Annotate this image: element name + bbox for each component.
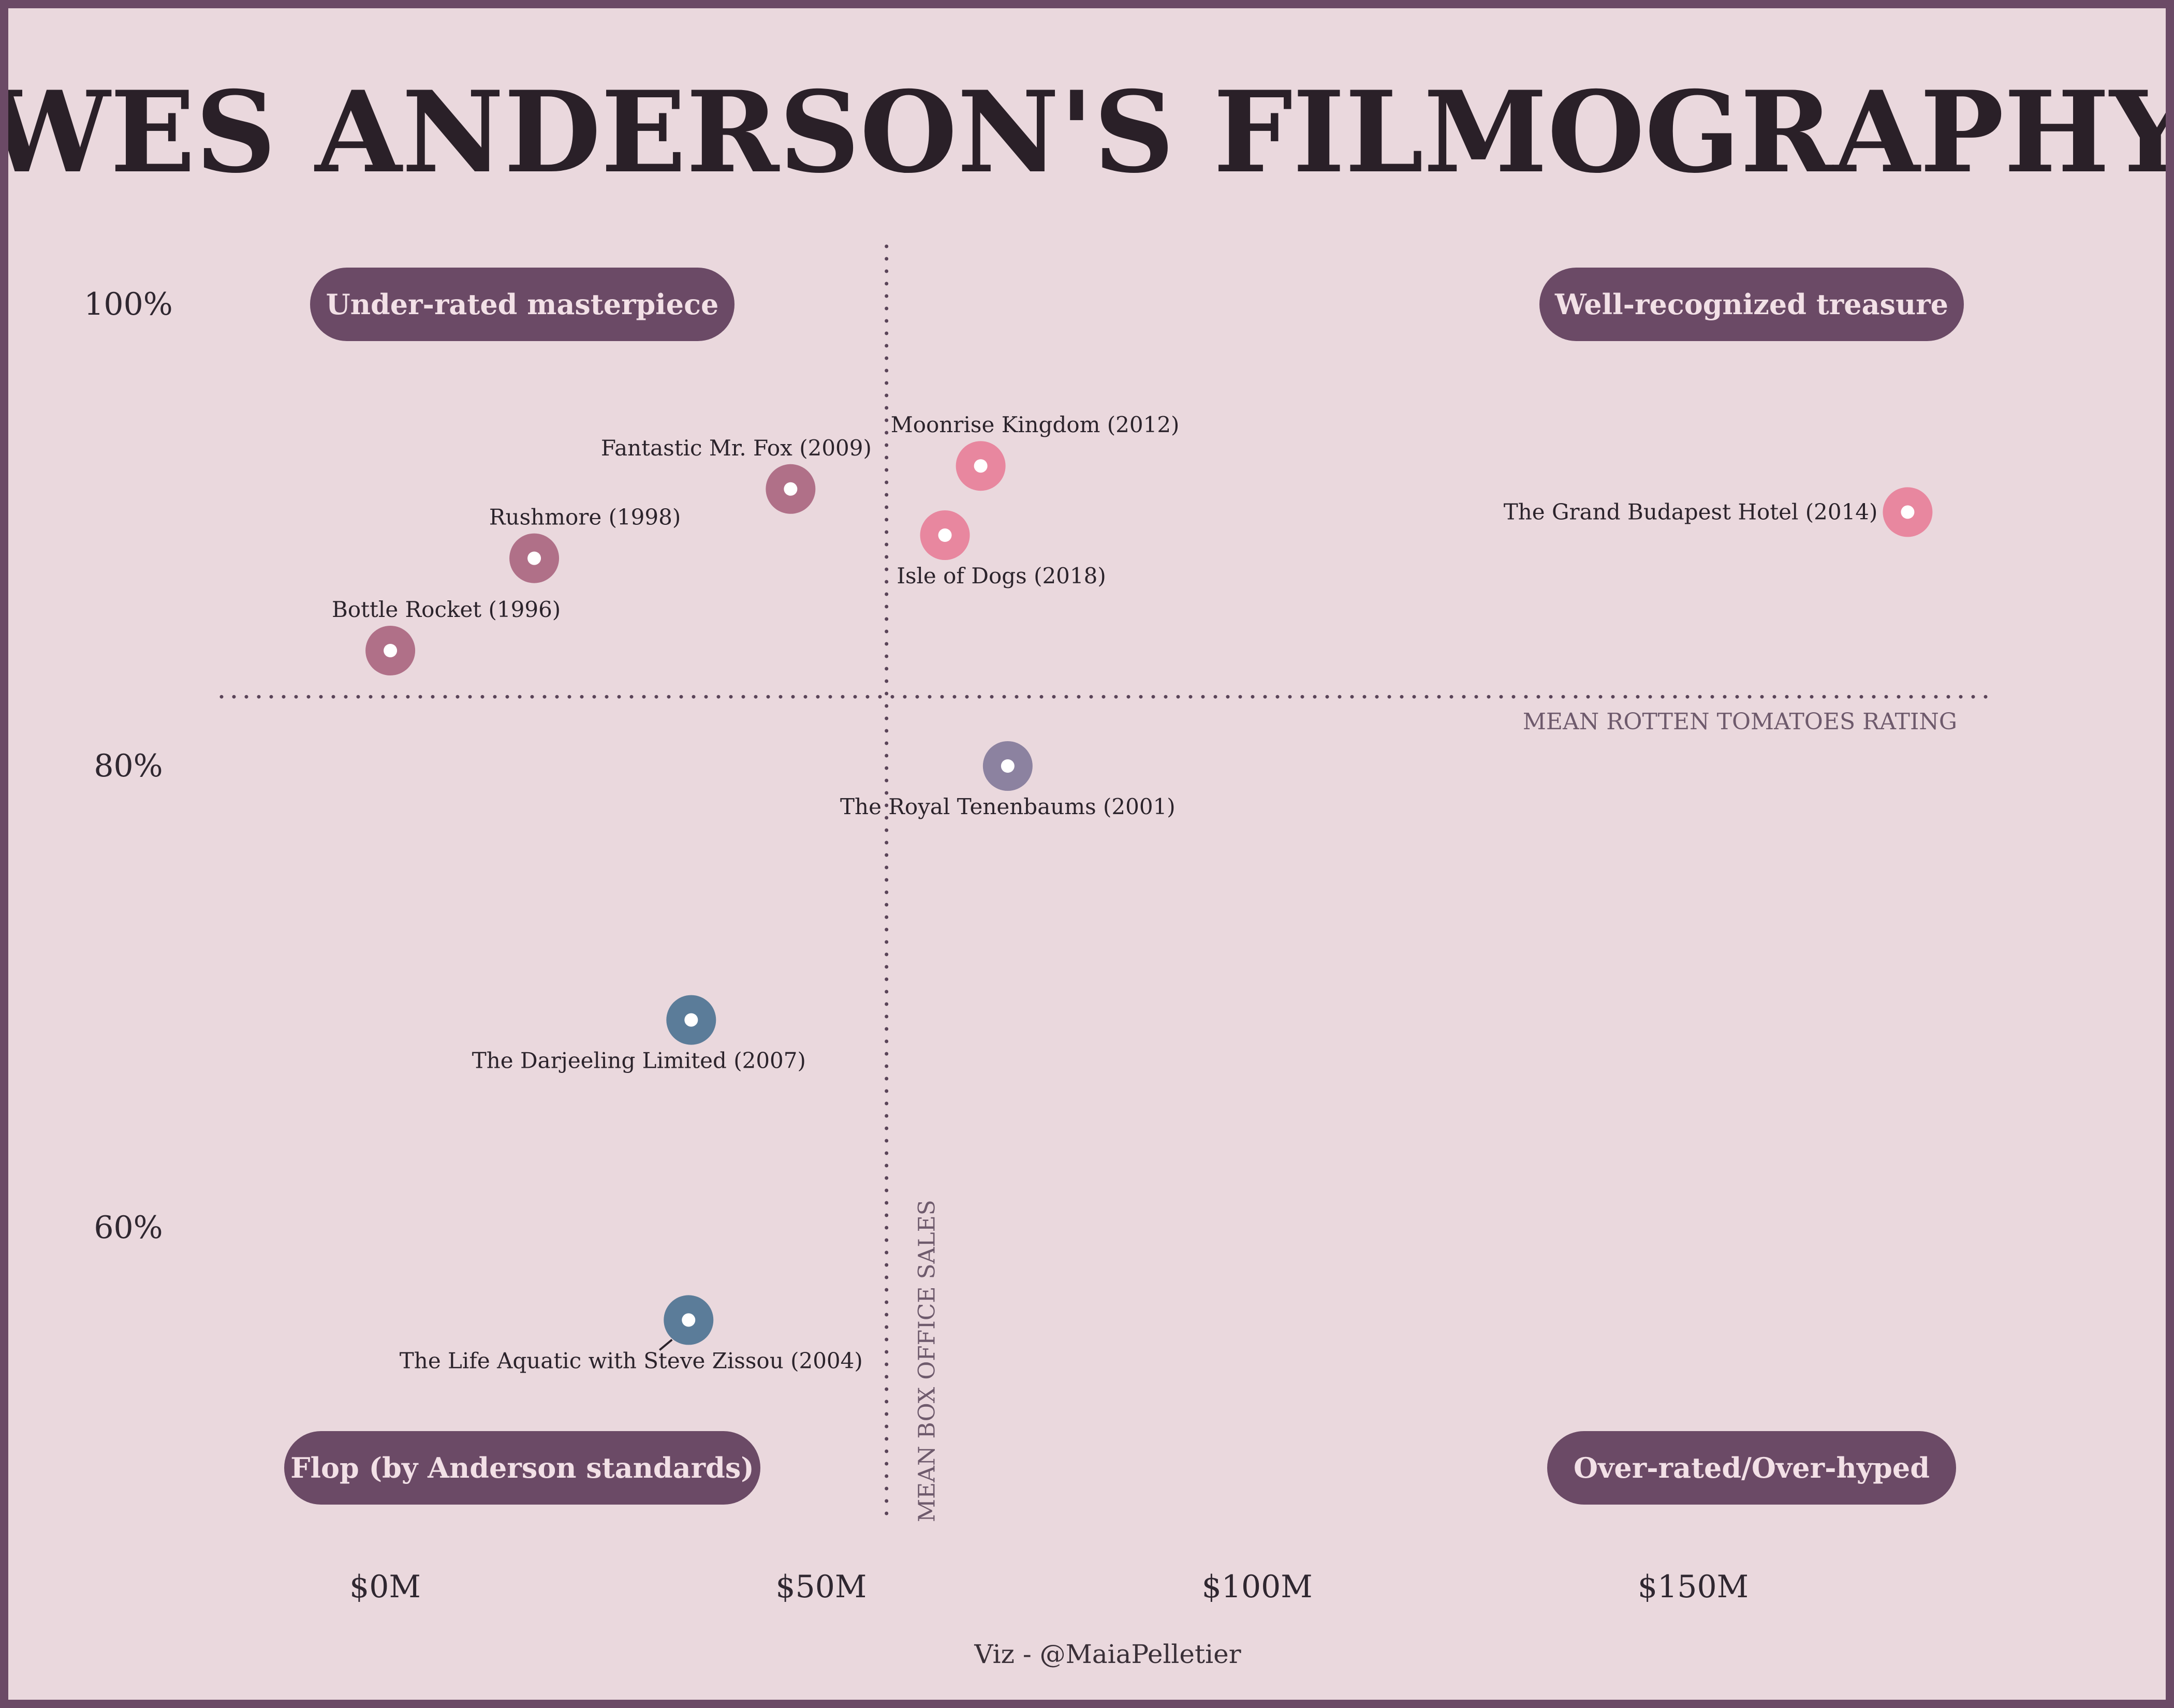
film-point-group: The Life Aquatic with Steve Zissou (2004… — [400, 1295, 863, 1373]
film-point-center — [527, 551, 541, 565]
film-point-group: Bottle Rocket (1996) — [332, 597, 561, 675]
chart-frame: WES ANDERSON'S FILMOGRAPHY MEAN ROTTEN T… — [8, 8, 2166, 1700]
film-point-group: The Grand Budapest Hotel (2014) — [1504, 487, 1933, 537]
film-point-center — [1901, 505, 1915, 519]
x-tick-label: $0M — [349, 1569, 421, 1605]
y-tick-label: 80% — [94, 748, 163, 784]
x-tick-label: $150M — [1638, 1569, 1749, 1605]
film-point-center — [784, 482, 798, 496]
y-axis-ticks: 60% 80% 100% — [84, 286, 173, 1246]
film-label-leader — [658, 1338, 673, 1351]
quadrant-pill — [1539, 268, 1964, 341]
x-tick-label: $50M — [775, 1569, 866, 1605]
quadrant-label: Under-rated masterpiece — [326, 288, 719, 321]
credit-text: Viz - @MaiaPelletier — [974, 1639, 1241, 1669]
film-point-group: Fantastic Mr. Fox (2009) — [601, 435, 872, 514]
data-points: Bottle Rocket (1996) Rushmore (1998) The R… — [332, 412, 1933, 1373]
y-tick-label: 100% — [84, 286, 173, 322]
film-label: The Darjeeling Limited (2007) — [472, 1048, 806, 1073]
quadrant-pill — [310, 268, 735, 341]
film-point-group: Isle of Dogs (2018) — [897, 510, 1106, 588]
quadrant-pill — [1547, 1431, 1956, 1505]
film-point-group: The Darjeeling Limited (2007) — [472, 995, 806, 1073]
scatter-chart: WES ANDERSON'S FILMOGRAPHY MEAN ROTTEN T… — [8, 66, 2166, 1669]
quadrant-top-right: Well-recognized treasure — [1539, 268, 1964, 341]
film-point-center — [684, 1013, 698, 1027]
quadrant-labels: Under-rated masterpiece Well-recognized t… — [284, 268, 1964, 1505]
film-label: Moonrise Kingdom (2012) — [891, 412, 1180, 437]
quadrant-label: Over-rated/Over-hyped — [1574, 1451, 1930, 1484]
quadrant-bottom-right: Over-rated/Over-hyped — [1547, 1431, 1956, 1505]
y-tick-label: 60% — [94, 1210, 163, 1246]
quadrant-label: Flop (by Anderson standards) — [290, 1451, 754, 1484]
film-label: Isle of Dogs (2018) — [897, 563, 1106, 588]
mean-box-office-label: MEAN BOX OFFICE SALES — [914, 1200, 941, 1522]
film-label: Rushmore (1998) — [489, 505, 681, 530]
quadrant-top-left: Under-rated masterpiece — [310, 268, 735, 341]
x-tick-label: $100M — [1202, 1569, 1313, 1605]
quadrant-bottom-left: Flop (by Anderson standards) — [284, 1431, 760, 1505]
x-axis-ticks: $0M $50M $100M $150M — [349, 1569, 1749, 1605]
quadrant-pill — [284, 1431, 760, 1505]
film-label: The Grand Budapest Hotel (2014) — [1504, 499, 1878, 524]
chart-title: WES ANDERSON'S FILMOGRAPHY — [8, 66, 2166, 198]
film-point-center — [1001, 759, 1015, 773]
mean-rating-label: MEAN ROTTEN TOMATOES RATING — [1523, 709, 1957, 735]
film-point-group: Moonrise Kingdom (2012) — [891, 412, 1180, 491]
film-point-center — [974, 459, 988, 473]
reference-lines: MEAN ROTTEN TOMATOES RATING MEAN BOX OFFI… — [219, 244, 1999, 1527]
film-point-group: Rushmore (1998) — [489, 505, 681, 583]
film-label: Fantastic Mr. Fox (2009) — [601, 435, 872, 461]
film-point-center — [682, 1313, 696, 1327]
film-label: The Life Aquatic with Steve Zissou (2004… — [400, 1348, 863, 1373]
film-label: Bottle Rocket (1996) — [332, 597, 561, 622]
film-point-group: The Royal Tenenbaums (2001) — [840, 741, 1176, 819]
quadrant-label: Well-recognized treasure — [1554, 288, 1948, 321]
film-point-center — [938, 528, 952, 542]
film-point-center — [384, 644, 398, 657]
film-label: The Royal Tenenbaums (2001) — [840, 794, 1176, 819]
